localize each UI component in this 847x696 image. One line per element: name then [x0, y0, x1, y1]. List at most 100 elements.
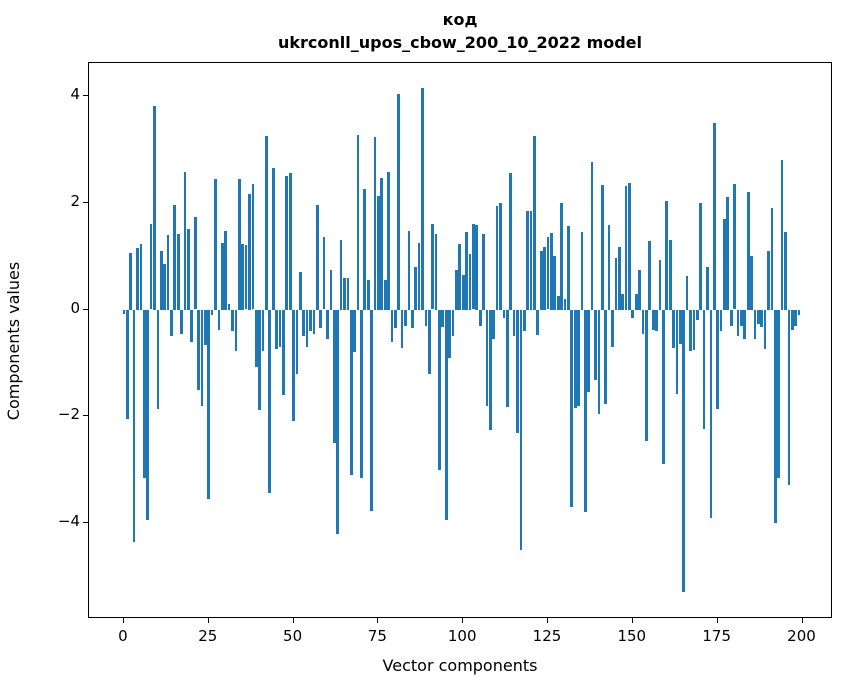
y-axis-label: Components values [4, 261, 23, 421]
bar [159, 250, 163, 310]
bar [631, 309, 635, 318]
bar [662, 309, 665, 465]
bar [770, 208, 774, 310]
bar [539, 251, 543, 310]
bar [475, 225, 479, 310]
bar [509, 173, 513, 310]
bar [410, 309, 414, 329]
x-tick-mark [207, 618, 209, 623]
bar [621, 293, 624, 310]
bar [129, 252, 133, 310]
bar [421, 88, 424, 310]
bar [180, 309, 183, 334]
bar [156, 309, 160, 409]
bar [472, 224, 475, 310]
bar [360, 309, 363, 478]
bar [519, 309, 523, 550]
bar [288, 173, 292, 310]
x-tick-label: 150 [617, 627, 647, 645]
bar [448, 309, 451, 358]
bar [675, 309, 679, 394]
bar [271, 168, 275, 310]
bar [142, 309, 146, 478]
bar [692, 309, 696, 350]
bar [285, 176, 289, 310]
y-tick-mark [83, 95, 88, 97]
bar [204, 309, 207, 346]
bar [560, 202, 563, 310]
bar [668, 239, 672, 310]
bar [611, 309, 614, 347]
y-tick-mark [83, 308, 88, 310]
bar [339, 240, 343, 310]
bar [217, 309, 221, 330]
bar [380, 177, 384, 310]
y-tick-mark [83, 522, 88, 523]
bar [567, 225, 570, 310]
bar [634, 293, 638, 310]
bar [220, 242, 224, 310]
bar [227, 304, 231, 310]
bar [275, 309, 278, 349]
bar [224, 230, 228, 310]
bar [383, 280, 387, 310]
bar [499, 202, 502, 310]
bar [736, 309, 740, 337]
bar [193, 216, 197, 310]
bar [655, 309, 658, 331]
bar [197, 309, 200, 390]
bar [427, 309, 431, 374]
bar [244, 244, 248, 310]
bar [614, 258, 618, 310]
bar [665, 201, 669, 310]
bar [607, 225, 611, 310]
bar [326, 309, 329, 339]
bar [136, 247, 139, 310]
x-tick-mark [122, 618, 124, 623]
bar [760, 309, 764, 327]
bar [678, 309, 682, 345]
bar [319, 309, 323, 329]
bar [190, 309, 194, 342]
y-tick-label: 2 [70, 191, 80, 210]
bar [292, 309, 295, 421]
bar [166, 234, 170, 310]
bar [251, 184, 255, 310]
bar [729, 309, 733, 326]
bar [299, 272, 302, 310]
bar [746, 192, 750, 310]
bar [512, 309, 516, 337]
bar [790, 309, 794, 330]
chart-title: код ukrconll_upos_cbow_200_10_2022 model [88, 8, 832, 54]
x-tick-mark [801, 618, 803, 623]
bar [315, 205, 319, 310]
bar [712, 122, 716, 310]
y-tick-label: 0 [70, 298, 80, 317]
bar [146, 309, 150, 521]
chart-title-line1: код [442, 10, 478, 29]
bar [200, 309, 204, 406]
bar [784, 232, 787, 310]
bar [495, 206, 499, 310]
bar [624, 185, 628, 310]
bar [583, 309, 587, 513]
bar [248, 194, 251, 310]
bar [757, 309, 760, 325]
bar [482, 233, 485, 310]
bar [309, 309, 312, 331]
x-tick-mark [716, 618, 718, 623]
bar [387, 172, 390, 310]
x-tick-label: 125 [532, 627, 562, 645]
bar [672, 309, 675, 348]
bar [363, 188, 367, 310]
bar [522, 309, 526, 331]
bar [265, 136, 268, 310]
bar [750, 256, 753, 310]
bar [505, 309, 509, 408]
chart-title-line2: ukrconll_upos_cbow_200_10_2022 model [277, 33, 643, 52]
bar [695, 309, 699, 321]
bar [492, 309, 496, 339]
bar [438, 309, 441, 470]
bar [702, 309, 706, 430]
bar [682, 309, 686, 593]
